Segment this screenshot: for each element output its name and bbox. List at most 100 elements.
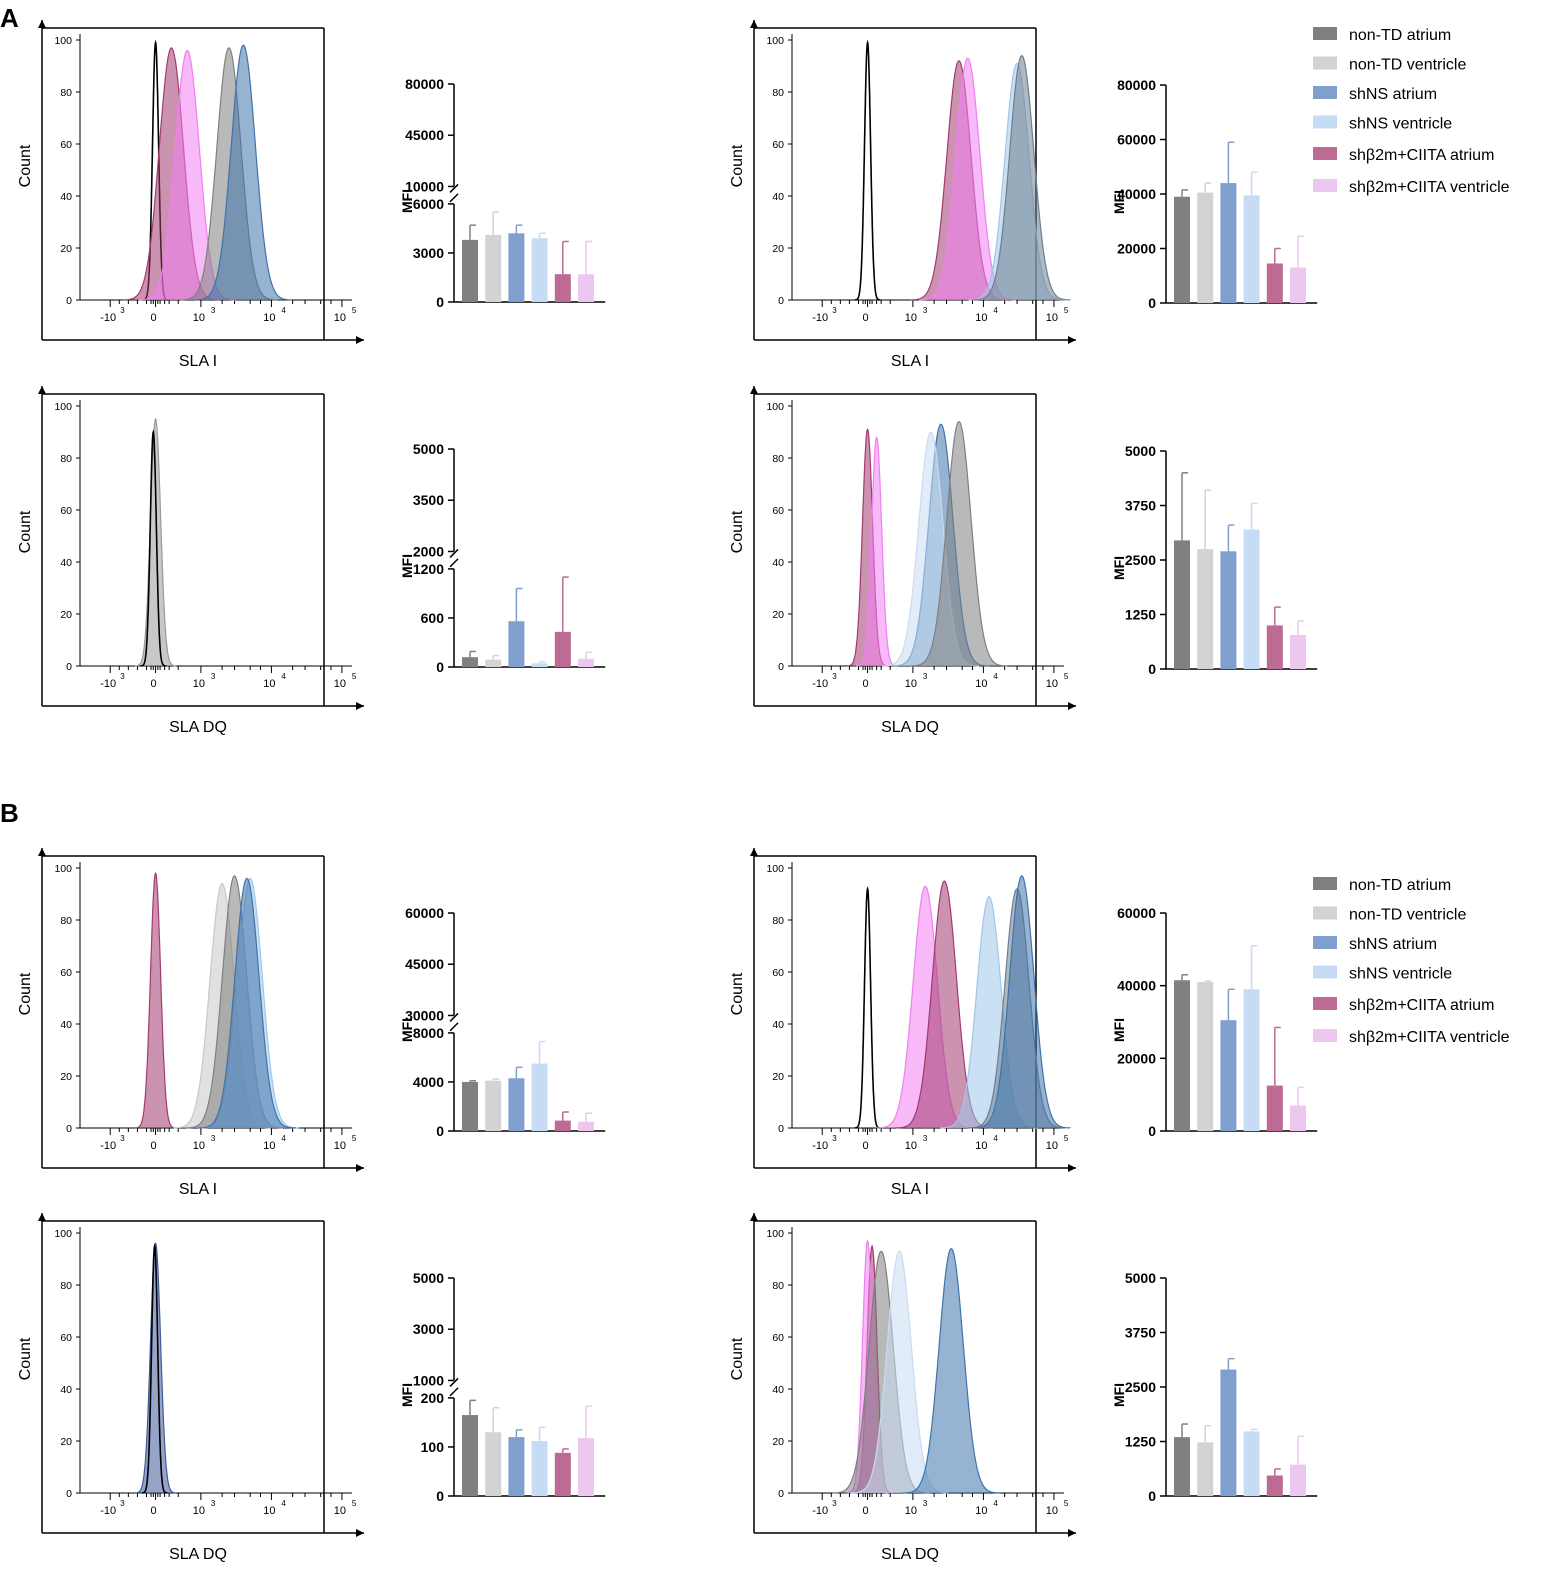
count-tick-label: 60	[772, 139, 784, 151]
bar-chart-A-SLADQ-left-bar: 0 600 1200 2000 3500 5000 MFI	[399, 441, 606, 675]
x-tick-label: 0	[150, 1140, 156, 1152]
x-tick-exponent: 4	[993, 672, 998, 681]
x-tick-label: 0	[862, 678, 868, 690]
mfi-tick-label: 2500	[1125, 1379, 1156, 1395]
x-tick-exponent: 5	[1064, 306, 1069, 315]
bar	[508, 1078, 525, 1131]
x-tick-exponent: 3	[832, 306, 837, 315]
axis-break-mark	[449, 183, 459, 193]
histogram-series	[134, 417, 177, 667]
y-axis-arrow	[38, 848, 46, 856]
legend-label: shNS atrium	[1349, 86, 1437, 103]
mfi-tick-label: 3500	[413, 492, 444, 508]
x-tick-exponent: 3	[832, 1499, 837, 1508]
mfi-tick-label: 1000	[413, 1372, 444, 1388]
x-tick-exponent: 3	[211, 672, 216, 681]
histogram-x-label: SLA I	[891, 1181, 929, 1198]
count-tick-label: 80	[60, 87, 72, 99]
x-tick-exponent: 3	[832, 672, 837, 681]
bar-chart-A-SLAI-right-bar: 0 20000 40000 60000 80000 MFI	[1111, 77, 1318, 311]
mfi-axis-label: MFI	[1111, 1383, 1127, 1407]
x-tick-exponent: 4	[281, 1134, 286, 1143]
x-tick-label: 10	[193, 1505, 205, 1517]
mfi-tick-label: 3000	[413, 1321, 444, 1337]
bar	[578, 274, 594, 302]
x-tick-exponent: 3	[120, 1499, 125, 1508]
bar	[1174, 540, 1190, 669]
count-tick-label: 40	[60, 1019, 72, 1031]
count-tick-label: 100	[54, 863, 72, 875]
bar-chart-A-SLADQ-right-bar: 0 1250 2500 3750 5000 MFI	[1111, 443, 1318, 677]
mfi-tick-label: 10000	[405, 178, 444, 194]
mfi-tick-label: 4000	[413, 1074, 444, 1090]
bar	[1197, 549, 1214, 669]
bar	[554, 274, 571, 302]
bar	[1220, 1020, 1237, 1131]
histogram-series	[902, 1247, 1001, 1494]
x-tick-label: 0	[150, 1505, 156, 1517]
histogram-A-SLAI-left: 0 20 40 60 80 100 -10 3 0 10 3 10 4 10 5 Count SLA I	[17, 20, 364, 370]
legend-label: non-TD ventricle	[1349, 57, 1466, 74]
x-tick-exponent: 4	[281, 672, 286, 681]
count-tick-label: 100	[766, 401, 784, 413]
bar	[1197, 1442, 1214, 1496]
mfi-tick-label: 1200	[413, 561, 444, 577]
mfi-tick-label: 2500	[1125, 552, 1156, 568]
count-tick-label: 0	[778, 295, 784, 307]
histogram-y-label: Count	[17, 1337, 34, 1380]
legend-label: shNS ventricle	[1349, 116, 1452, 133]
axis-break-mark	[449, 1377, 459, 1387]
histogram-series	[854, 39, 881, 301]
histogram-y-label: Count	[17, 510, 34, 553]
x-tick-exponent: 5	[352, 1134, 357, 1143]
x-tick-label: 10	[1046, 1140, 1058, 1152]
count-tick-label: 20	[772, 609, 784, 621]
axis-break-mark	[449, 1012, 459, 1022]
mfi-tick-label: 3750	[1125, 1325, 1156, 1341]
legend-swatch	[1313, 906, 1337, 920]
x-tick-label: -10	[812, 678, 828, 690]
count-tick-label: 100	[766, 35, 784, 47]
legend: non-TD atrium non-TD ventricle shNS atrium…	[1313, 877, 1510, 1046]
x-tick-exponent: 5	[352, 306, 357, 315]
bar-chart-B-SLADQ-left-bar: 0 100 200 1000 3000 5000 MFI	[399, 1270, 606, 1504]
count-tick-label: 80	[60, 1280, 72, 1292]
x-tick-label: -10	[100, 312, 116, 324]
bar	[1266, 1475, 1283, 1496]
x-tick-label: -10	[812, 1140, 828, 1152]
histogram-series	[134, 871, 177, 1129]
bar	[508, 233, 525, 302]
count-tick-label: 0	[778, 661, 784, 673]
bar-chart-B-SLAI-right-bar: 0 20000 40000 60000 MFI	[1111, 905, 1318, 1139]
x-tick-exponent: 3	[211, 1499, 216, 1508]
histogram-y-label: Count	[729, 510, 746, 553]
bar	[462, 1081, 478, 1131]
count-tick-label: 60	[60, 505, 72, 517]
count-tick-label: 80	[772, 915, 784, 927]
x-tick-exponent: 4	[993, 1499, 998, 1508]
bar	[508, 1437, 525, 1496]
bar	[1220, 183, 1237, 303]
count-tick-label: 0	[778, 1123, 784, 1135]
bar	[485, 234, 502, 302]
count-tick-label: 80	[60, 915, 72, 927]
mfi-tick-label: 80000	[1117, 77, 1156, 93]
count-tick-label: 20	[60, 609, 72, 621]
mfi-tick-label: 60000	[1117, 132, 1156, 148]
x-tick-exponent: 3	[923, 306, 928, 315]
histogram-series	[972, 54, 1071, 301]
count-tick-label: 20	[60, 243, 72, 255]
count-tick-label: 20	[772, 243, 784, 255]
y-axis-arrow	[38, 20, 46, 28]
mfi-axis-label: MFI	[1111, 1018, 1127, 1042]
x-tick-exponent: 5	[1064, 1499, 1069, 1508]
mfi-axis-label: MFI	[1111, 556, 1127, 580]
count-tick-label: 60	[772, 505, 784, 517]
bar	[508, 621, 525, 667]
bar	[1243, 989, 1260, 1131]
bar	[1290, 634, 1306, 669]
mfi-tick-label: 3750	[1125, 498, 1156, 514]
count-tick-label: 60	[60, 1332, 72, 1344]
legend: non-TD atrium non-TD ventricle shNS atrium…	[1313, 27, 1510, 196]
x-tick-label: 10	[193, 678, 205, 690]
